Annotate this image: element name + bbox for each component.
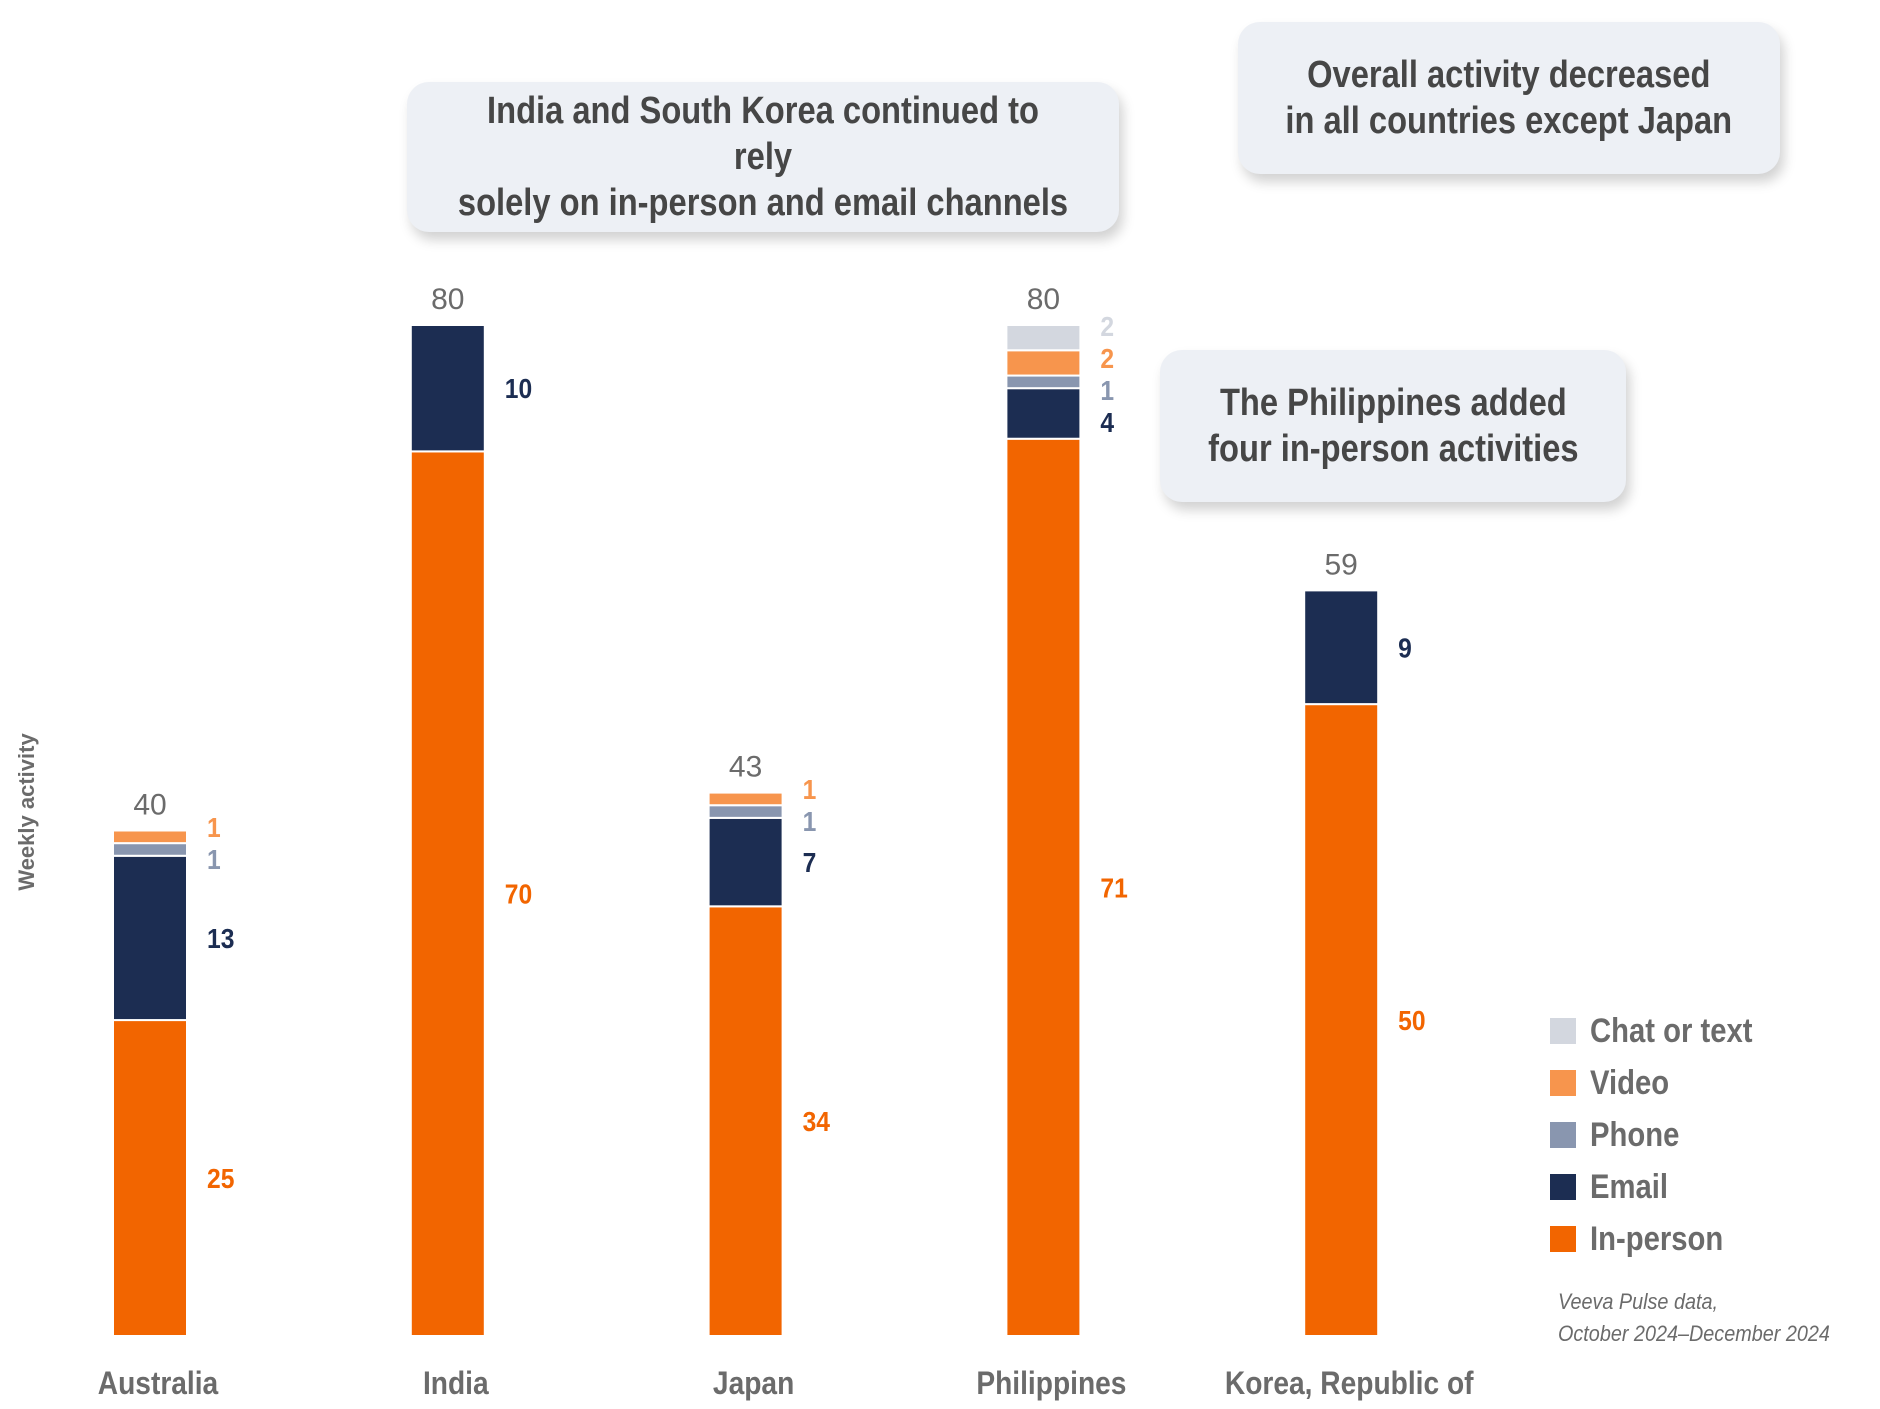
legend-swatch-chat-or-text xyxy=(1550,1018,1576,1044)
legend: Chat or text Video Phone Email In-person xyxy=(1550,1005,1779,1265)
total-label-japan: 43 xyxy=(729,751,762,784)
bar-segment-australia-in-person xyxy=(112,1019,188,1337)
legend-item-in-person: In-person xyxy=(1550,1213,1779,1265)
callout-text: Overall activity decreased in all countr… xyxy=(1285,54,1733,142)
value-label-japan-video: 1 xyxy=(803,774,817,806)
bar-segment-philippines-video xyxy=(1005,349,1082,377)
callout-india-korea: India and South Korea continued to rely … xyxy=(407,82,1119,232)
value-label-philippines-video: 2 xyxy=(1100,342,1114,374)
bar-segment-india-in-person xyxy=(409,450,486,1337)
bar-segment-philippines-chat-or-text xyxy=(1005,324,1082,352)
bar-segment-korea-republic-of-in-person xyxy=(1303,703,1380,1337)
y-axis-label: Weekly activity xyxy=(14,733,39,891)
legend-label-video: Video xyxy=(1590,1063,1670,1102)
total-label-australia: 40 xyxy=(133,789,166,822)
category-label-india: India xyxy=(423,1366,489,1401)
category-label-korea-republic-of: Korea, Republic of xyxy=(1225,1366,1475,1401)
value-label-australia-in-person: 25 xyxy=(207,1163,234,1195)
value-label-japan-phone: 1 xyxy=(803,806,817,838)
source-note: Veeva Pulse data, October 2024–December … xyxy=(1558,1286,1830,1350)
category-label-australia: Australia xyxy=(98,1366,219,1401)
source-line-1: Veeva Pulse data, xyxy=(1558,1289,1718,1314)
bar-segment-australia-email xyxy=(112,854,188,1022)
bar-segment-korea-republic-of-email xyxy=(1303,589,1380,706)
total-label-philippines: 80 xyxy=(1027,283,1060,316)
value-label-india-in-person: 70 xyxy=(505,878,532,910)
legend-swatch-video xyxy=(1550,1070,1576,1096)
value-label-philippines-email: 4 xyxy=(1100,406,1114,438)
legend-label-chat-or-text: Chat or text xyxy=(1590,1011,1753,1050)
category-label-japan: Japan xyxy=(713,1366,794,1401)
bar-segment-philippines-in-person xyxy=(1005,437,1082,1337)
category-label-philippines: Philippines xyxy=(976,1366,1126,1401)
legend-item-email: Email xyxy=(1550,1161,1779,1213)
bar-segment-japan-in-person xyxy=(707,905,784,1337)
bars-group xyxy=(112,324,1380,1337)
legend-swatch-in-person xyxy=(1550,1226,1576,1252)
legend-item-phone: Phone xyxy=(1550,1109,1779,1161)
category-labels-group: Australia India Japan Philippines Korea, Rep… xyxy=(98,1366,1475,1401)
legend-item-chat-or-text: Chat or text xyxy=(1550,1005,1779,1057)
value-label-australia-phone: 1 xyxy=(207,844,221,876)
legend-swatch-email xyxy=(1550,1174,1576,1200)
value-label-india-email: 10 xyxy=(505,373,532,405)
total-label-india: 80 xyxy=(431,283,464,316)
source-line-2: October 2024–December 2024 xyxy=(1558,1321,1830,1346)
bar-segment-japan-phone xyxy=(707,804,784,819)
legend-label-in-person: In-person xyxy=(1590,1219,1724,1258)
value-label-korea-republic-of-email: 9 xyxy=(1398,632,1412,664)
legend-swatch-phone xyxy=(1550,1122,1576,1148)
total-label-korea-republic-of: 59 xyxy=(1325,548,1358,581)
value-label-philippines-in-person: 71 xyxy=(1100,872,1127,904)
total-labels-group: 40 80 43 80 59 xyxy=(133,283,1358,822)
value-label-philippines-phone: 1 xyxy=(1100,374,1114,406)
bar-segment-philippines-email xyxy=(1005,387,1082,440)
bar-segment-japan-email xyxy=(707,816,784,908)
value-label-australia-email: 13 xyxy=(207,922,234,954)
value-label-japan-in-person: 34 xyxy=(803,1106,831,1138)
legend-label-phone: Phone xyxy=(1590,1115,1680,1154)
value-label-australia-video: 1 xyxy=(207,812,221,844)
callout-overall-decrease: Overall activity decreased in all countr… xyxy=(1238,22,1780,174)
legend-item-video: Video xyxy=(1550,1057,1779,1109)
bar-segment-australia-phone xyxy=(112,842,188,857)
bar-segment-india-email xyxy=(409,324,486,453)
callout-text: India and South Korea continued to rely … xyxy=(457,90,1069,224)
bar-segment-australia-video xyxy=(112,829,188,845)
value-label-japan-email: 7 xyxy=(803,847,817,879)
bar-segment-philippines-phone xyxy=(1005,374,1082,390)
legend-label-email: Email xyxy=(1590,1167,1669,1206)
callout-philippines: The Philippines added four in-person act… xyxy=(1160,350,1626,502)
value-label-korea-republic-of-in-person: 50 xyxy=(1398,1005,1425,1037)
bar-segment-japan-video xyxy=(707,791,784,807)
callout-text: The Philippines added four in-person act… xyxy=(1207,382,1579,470)
value-label-philippines-chat-or-text: 2 xyxy=(1100,310,1114,342)
